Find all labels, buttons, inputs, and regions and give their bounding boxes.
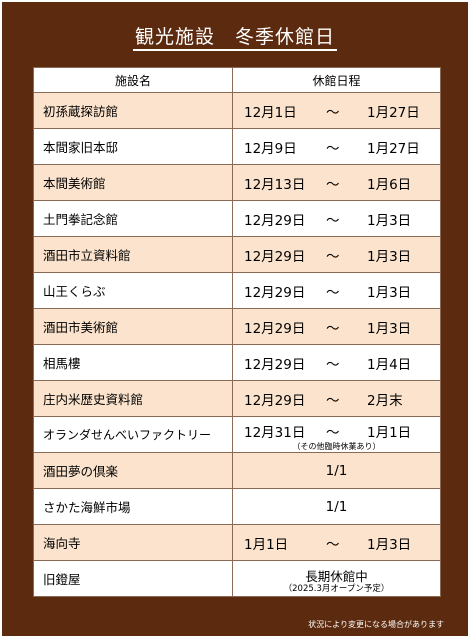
start-date: 12月29日 bbox=[244, 284, 306, 301]
closure-day: 1/1 bbox=[325, 462, 348, 479]
closure-dates: 1月1日 ～ 1月3日 bbox=[232, 524, 441, 561]
facility-name: 庄内米歴史資料館 bbox=[33, 380, 233, 417]
closure-dates: 12月29日 ～ 1月3日 bbox=[232, 236, 441, 273]
reopening-note: （2025.3月オープン予定） bbox=[283, 584, 390, 594]
footnote: 状況により変更になる場合があります bbox=[308, 620, 444, 629]
start-date: 1月1日 bbox=[244, 536, 289, 553]
table-row: 土門拳記念館 12月29日 ～ 1月3日 bbox=[33, 200, 441, 237]
table-row: 酒田市美術館 12月29日 ～ 1月3日 bbox=[33, 308, 441, 345]
end-date: 1月27日 bbox=[367, 104, 420, 121]
table-row: さかた海鮮市場 1/1 bbox=[33, 488, 441, 525]
range-tilde: ～ bbox=[326, 212, 340, 229]
closure-dates: 12月29日 ～ 2月末 bbox=[232, 380, 441, 417]
range-tilde: ～ bbox=[326, 104, 340, 121]
closure-table: 施設名 休館日程 初孫蔵探訪館 12月1日 ～ 1月27日 本間家旧本邸 12月… bbox=[33, 67, 441, 597]
end-date: 1月3日 bbox=[367, 536, 412, 553]
table-row: 旧鐙屋 長期休館中 （2025.3月オープン予定） bbox=[33, 560, 441, 597]
closure-dates: 12月1日 ～ 1月27日 bbox=[232, 92, 441, 129]
closure-dates: 1/1 bbox=[232, 488, 441, 525]
facility-name: 海向寺 bbox=[33, 524, 233, 561]
table-row: 本間美術館 12月13日 ～ 1月6日 bbox=[33, 164, 441, 201]
end-date: 1月3日 bbox=[367, 212, 412, 229]
closure-dates: 12月29日 ～ 1月3日 bbox=[232, 272, 441, 309]
closure-dates: 12月29日 ～ 1月4日 bbox=[232, 344, 441, 381]
facility-name: 酒田市立資料館 bbox=[33, 236, 233, 273]
end-date: 1月27日 bbox=[367, 140, 420, 157]
start-date: 12月9日 bbox=[244, 140, 297, 157]
table-row: 山王くらぶ 12月29日 ～ 1月3日 bbox=[33, 272, 441, 309]
table-row: 本間家旧本邸 12月9日 ～ 1月27日 bbox=[33, 128, 441, 165]
facility-name: オランダせんべいファクトリー bbox=[33, 416, 233, 453]
facility-name: 酒田市美術館 bbox=[33, 308, 233, 345]
start-date: 12月29日 bbox=[244, 248, 306, 265]
table-header-row: 施設名 休館日程 bbox=[33, 67, 441, 93]
start-date: 12月29日 bbox=[244, 212, 306, 229]
start-date: 12月29日 bbox=[244, 392, 306, 409]
table-row: 酒田夢の倶楽 1/1 bbox=[33, 452, 441, 489]
end-date: 2月末 bbox=[367, 392, 403, 409]
start-date: 12月31日 bbox=[244, 425, 306, 441]
table-row: 相馬樓 12月29日 ～ 1月4日 bbox=[33, 344, 441, 381]
header-closure-schedule: 休館日程 bbox=[232, 67, 441, 93]
facility-name: 本間家旧本邸 bbox=[33, 128, 233, 165]
closure-dates: 12月29日 ～ 1月3日 bbox=[232, 200, 441, 237]
facility-name: さかた海鮮市場 bbox=[33, 488, 233, 525]
range-tilde: ～ bbox=[326, 392, 340, 409]
start-date: 12月29日 bbox=[244, 320, 306, 337]
notice-board: 観光施設 冬季休館日 施設名 休館日程 初孫蔵探訪館 12月1日 ～ 1月27日… bbox=[2, 2, 468, 636]
table-row: 海向寺 1月1日 ～ 1月3日 bbox=[33, 524, 441, 561]
range-tilde: ～ bbox=[326, 356, 340, 373]
end-date: 1月3日 bbox=[367, 248, 412, 265]
start-date: 12月13日 bbox=[244, 176, 306, 193]
facility-name: 本間美術館 bbox=[33, 164, 233, 201]
range-tilde: ～ bbox=[326, 536, 340, 553]
page-title: 観光施設 冬季休館日 bbox=[2, 22, 468, 51]
end-date: 1月1日 bbox=[367, 425, 412, 441]
table-row: 初孫蔵探訪館 12月1日 ～ 1月27日 bbox=[33, 92, 441, 129]
table-row: 酒田市立資料館 12月29日 ～ 1月3日 bbox=[33, 236, 441, 273]
facility-name: 山王くらぶ bbox=[33, 272, 233, 309]
facility-name: 相馬樓 bbox=[33, 344, 233, 381]
facility-name: 旧鐙屋 bbox=[33, 560, 233, 597]
table-row: 庄内米歴史資料館 12月29日 ～ 2月末 bbox=[33, 380, 441, 417]
range-tilde: ～ bbox=[326, 284, 340, 301]
schedule-note: （その他臨時休業あり） bbox=[292, 442, 381, 451]
start-date: 12月29日 bbox=[244, 356, 306, 373]
range-tilde: ～ bbox=[326, 425, 340, 441]
facility-name: 初孫蔵探訪館 bbox=[33, 92, 233, 129]
range-tilde: ～ bbox=[326, 320, 340, 337]
closure-dates: 12月13日 ～ 1月6日 bbox=[232, 164, 441, 201]
end-date: 1月3日 bbox=[367, 320, 412, 337]
closure-dates: 1/1 bbox=[232, 452, 441, 489]
table-row: オランダせんべいファクトリー 12月31日 ～ 1月1日 （その他臨時休業あり） bbox=[33, 416, 441, 453]
end-date: 1月4日 bbox=[367, 356, 412, 373]
end-date: 1月3日 bbox=[367, 284, 412, 301]
closure-dates: 12月31日 ～ 1月1日 （その他臨時休業あり） bbox=[232, 416, 441, 453]
end-date: 1月6日 bbox=[367, 176, 412, 193]
range-tilde: ～ bbox=[326, 176, 340, 193]
facility-name: 土門拳記念館 bbox=[33, 200, 233, 237]
header-facility-name: 施設名 bbox=[33, 67, 233, 93]
long-term-closure: 長期休館中 bbox=[305, 569, 368, 584]
range-tilde: ～ bbox=[326, 248, 340, 265]
closure-dates: 12月9日 ～ 1月27日 bbox=[232, 128, 441, 165]
closure-dates: 長期休館中 （2025.3月オープン予定） bbox=[232, 560, 441, 597]
start-date: 12月1日 bbox=[244, 104, 297, 121]
facility-name: 酒田夢の倶楽 bbox=[33, 452, 233, 489]
range-tilde: ～ bbox=[326, 140, 340, 157]
closure-dates: 12月29日 ～ 1月3日 bbox=[232, 308, 441, 345]
closure-day: 1/1 bbox=[325, 498, 348, 515]
